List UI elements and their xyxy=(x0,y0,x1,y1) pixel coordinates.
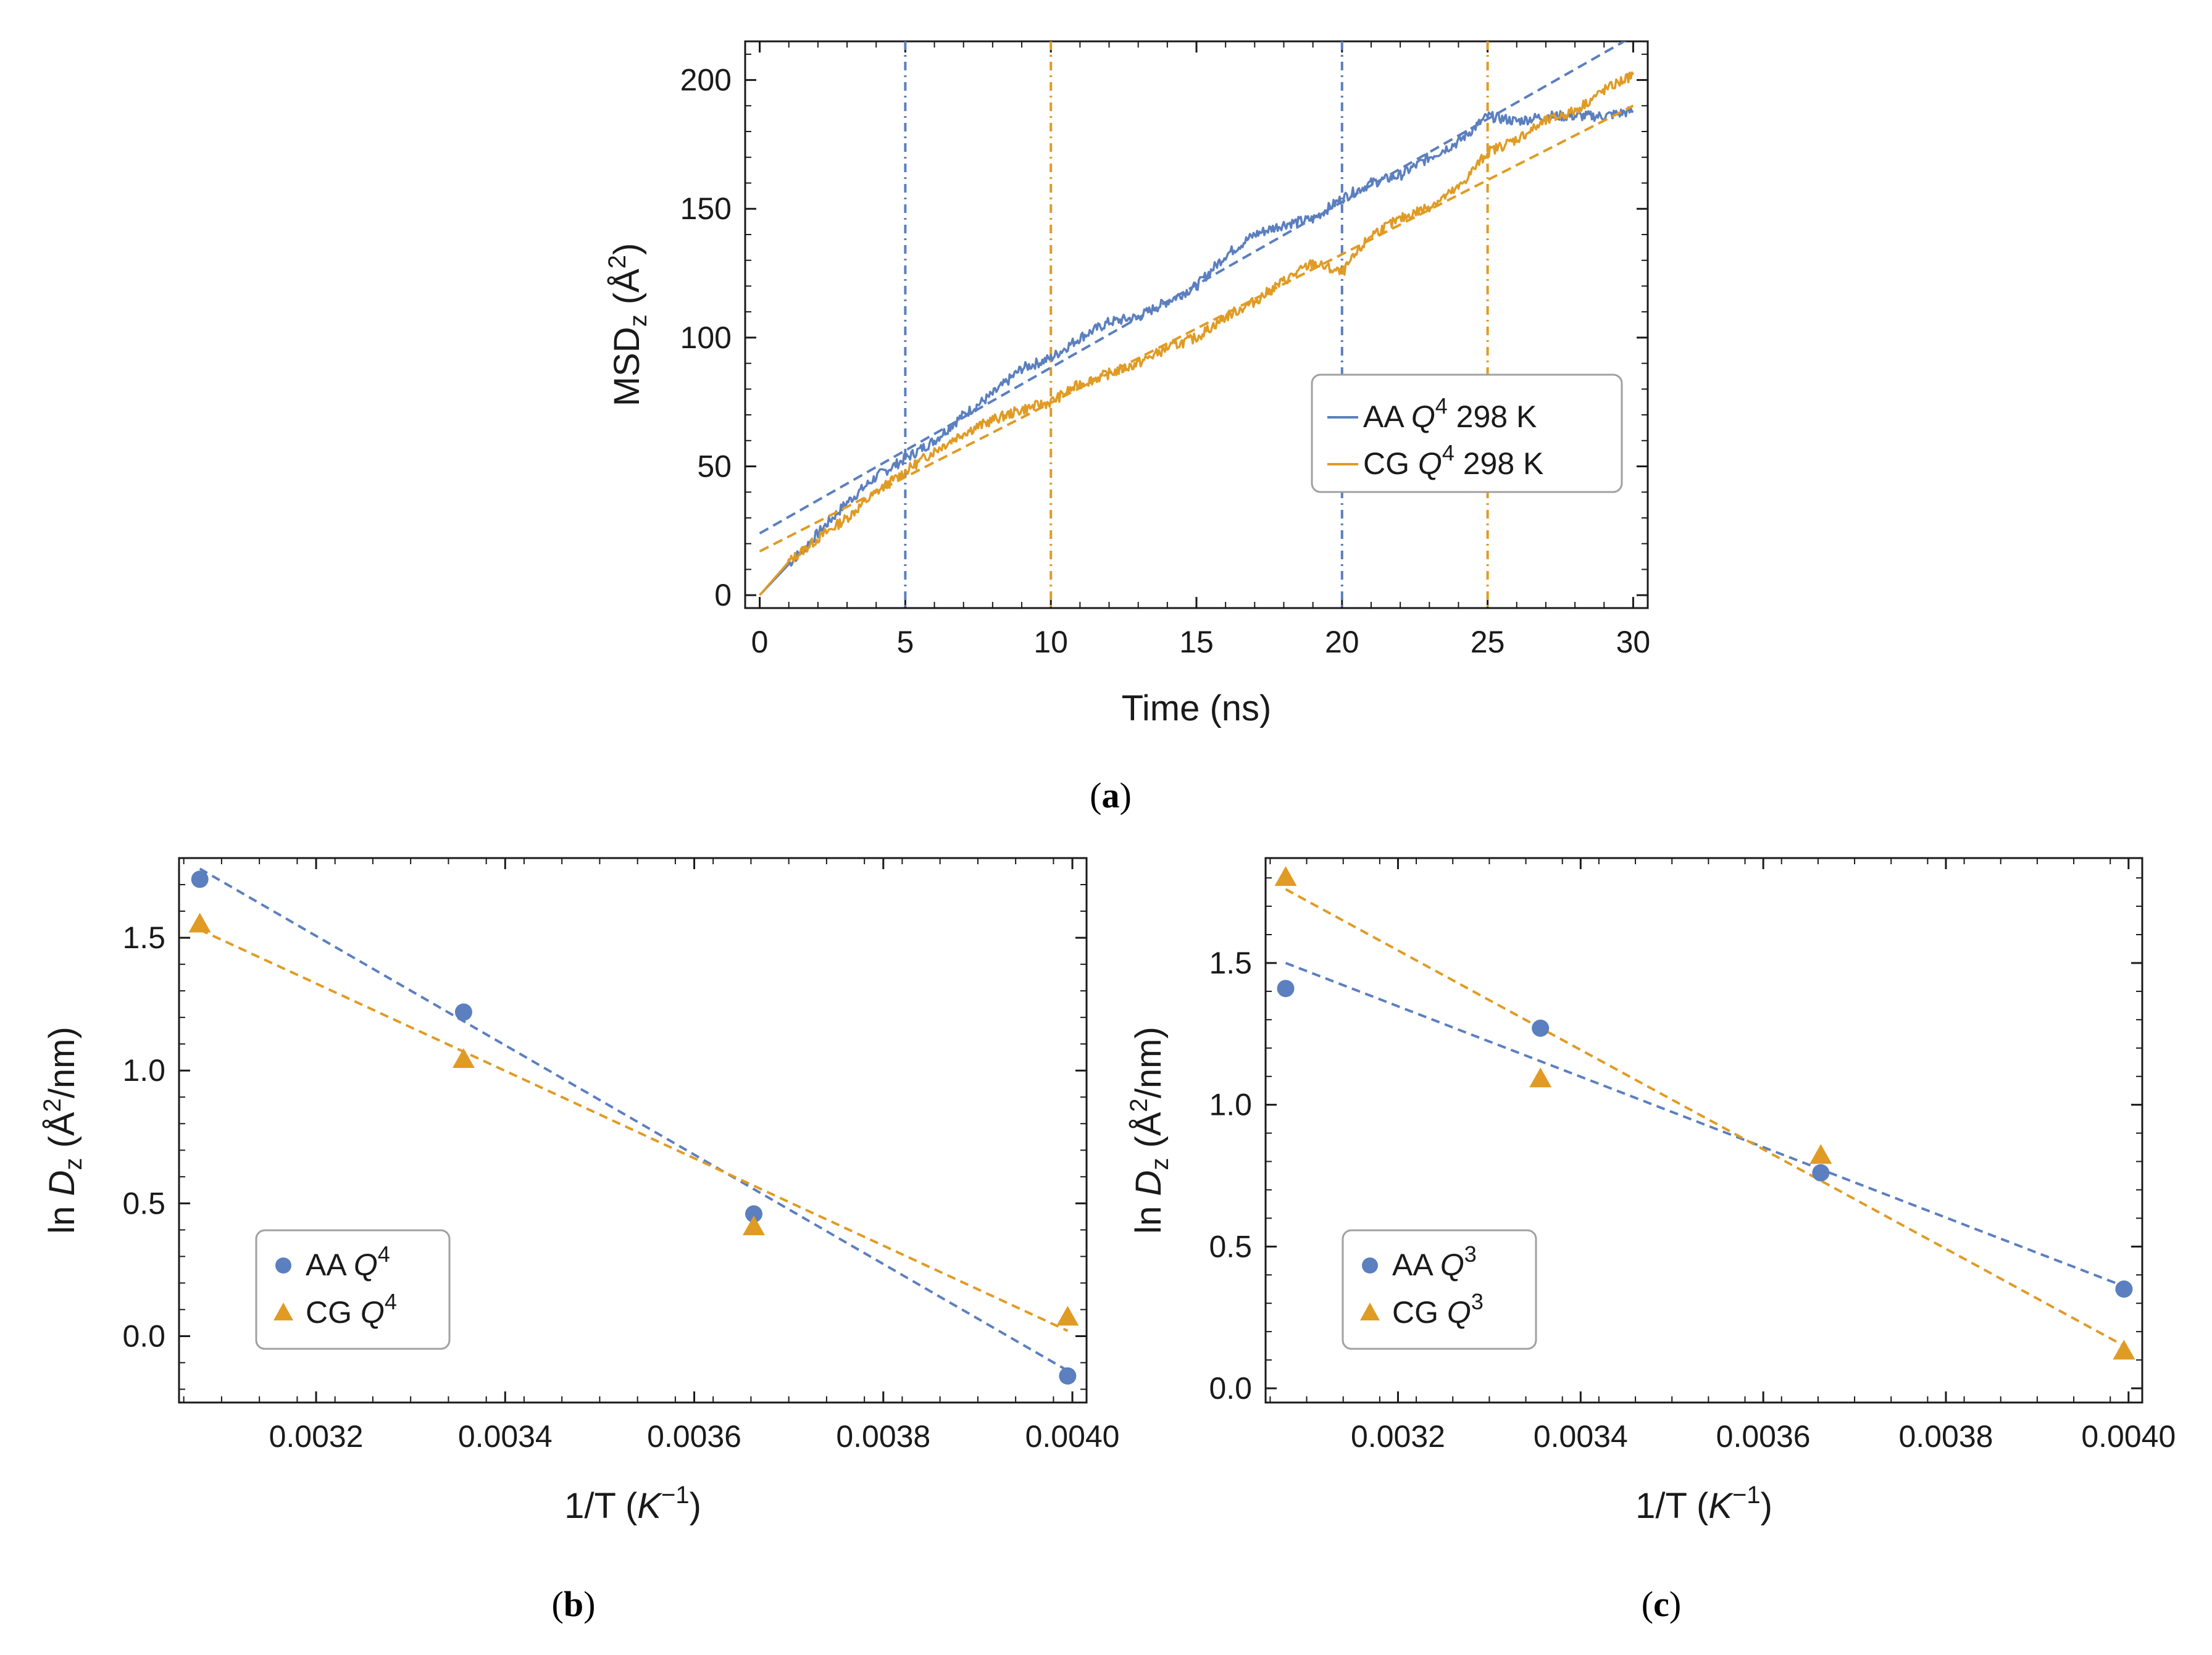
data-point-cg xyxy=(1274,866,1297,886)
data-point-cg xyxy=(2113,1340,2135,1360)
legend: AA Q4 CG Q4 xyxy=(255,1229,451,1350)
y-tick-label: 50 xyxy=(697,449,732,484)
panel-b-arrhenius-q4-chart: 0.0032 0.0034 0.0036 0.0038 0.0040 0.0 0.5 1.0 1… xyxy=(39,857,1120,1624)
x-tick-label: 20 xyxy=(1325,625,1359,659)
data-point-cg xyxy=(1809,1144,1832,1164)
legend-marker-cg xyxy=(273,1303,293,1320)
x-tick-label: 0.0038 xyxy=(836,1419,930,1454)
x-tick-label: 0.0032 xyxy=(1351,1419,1445,1454)
x-tick-label: 0.0032 xyxy=(269,1419,364,1454)
data-point-cg xyxy=(452,1048,475,1068)
x-axis-label: 1/T (K−1) xyxy=(1635,1482,1772,1526)
data-point-cg xyxy=(743,1215,765,1236)
plot-frame xyxy=(1264,857,2143,1404)
fit-line-cg xyxy=(199,928,1069,1332)
x-axis-label: Time (ns) xyxy=(1122,688,1272,728)
panel-caption: (b) xyxy=(552,1584,596,1624)
x-tick-label: 30 xyxy=(1616,625,1651,659)
y-tick-label: 1.0 xyxy=(1209,1088,1252,1122)
legend-marker-aa xyxy=(275,1257,291,1274)
legend-label-aa: AA Q4 xyxy=(306,1241,390,1282)
panel-caption: (c) xyxy=(1642,1584,1681,1624)
legend-label-cg: CG Q4 298 K xyxy=(1363,440,1543,481)
legend-label-cg: CG Q4 xyxy=(306,1289,397,1330)
fit-line-cg xyxy=(1285,888,2125,1347)
x-tick-label: 0 xyxy=(751,625,769,659)
x-axis-label: 1/T (K−1) xyxy=(564,1482,701,1526)
x-tick-label: 5 xyxy=(896,625,914,659)
y-axis-label: ln Dz (Å2/nm) xyxy=(1125,1027,1174,1234)
x-tick-label: 25 xyxy=(1471,625,1505,659)
x-tick-label: 0.0036 xyxy=(647,1419,741,1454)
data-point-aa xyxy=(1277,980,1295,998)
legend: AA Q4 298 K CG Q4 298 K xyxy=(1311,373,1623,493)
data-point-aa xyxy=(191,870,209,888)
y-tick-label: 150 xyxy=(680,191,732,226)
data-point-aa xyxy=(1532,1019,1550,1037)
legend-box xyxy=(1311,373,1623,493)
data-point-aa xyxy=(2115,1280,2133,1298)
series-line-aa xyxy=(759,106,1634,596)
legend-label-cg: CG Q3 xyxy=(1392,1289,1484,1330)
y-tick-label: 0.0 xyxy=(122,1319,165,1353)
y-tick-label: 1.5 xyxy=(1209,946,1252,980)
plot-area xyxy=(759,41,1634,608)
panel-a-msd-chart: 0 5 10 15 20 25 30 0 50 100 150 200 Time (ns) MSDz (Å… xyxy=(604,40,1651,815)
series-line-cg xyxy=(759,71,1634,596)
data-point-cg xyxy=(1529,1067,1552,1088)
data-point-aa xyxy=(1059,1367,1077,1385)
x-tick-label: 0.0034 xyxy=(458,1419,553,1454)
fit-line-cg xyxy=(759,104,1634,552)
legend-label-aa: AA Q3 xyxy=(1392,1241,1477,1282)
legend-marker-aa xyxy=(1362,1257,1378,1274)
legend-box xyxy=(255,1229,451,1350)
panel-caption: (a) xyxy=(1090,775,1132,815)
y-axis-label: ln Dz (Å2/nm) xyxy=(39,1027,87,1234)
y-tick-label: 0.5 xyxy=(122,1186,165,1220)
plot-frame xyxy=(178,857,1088,1404)
legend-marker-cg xyxy=(1360,1303,1380,1320)
y-tick-label: 0.5 xyxy=(1209,1229,1252,1264)
fit-line-aa xyxy=(1285,962,2125,1288)
y-tick-label: 200 xyxy=(680,63,732,98)
data-point-cg xyxy=(188,912,211,933)
data-point-cg xyxy=(1056,1306,1079,1326)
y-tick-label: 0 xyxy=(714,578,732,612)
x-tick-label: 0.0040 xyxy=(1025,1419,1120,1454)
x-tick-label: 15 xyxy=(1179,625,1214,659)
x-tick-label: 0.0038 xyxy=(1899,1419,1993,1454)
y-tick-label: 0.0 xyxy=(1209,1371,1252,1406)
legend-label-aa: AA Q4 298 K xyxy=(1363,393,1537,434)
data-point-aa xyxy=(745,1205,762,1223)
y-tick-label: 1.5 xyxy=(122,920,165,955)
x-tick-label: 0.0040 xyxy=(2081,1419,2176,1454)
y-tick-label: 100 xyxy=(680,320,732,355)
x-tick-label: 10 xyxy=(1033,625,1068,659)
plot-frame xyxy=(744,40,1649,609)
legend: AA Q3 CG Q3 xyxy=(1342,1229,1537,1350)
panel-c-arrhenius-q3-chart: 0.0032 0.0034 0.0036 0.0038 0.0040 0.0 0.5 1.0 1… xyxy=(1125,857,2176,1624)
x-tick-label: 0.0034 xyxy=(1534,1419,1628,1454)
x-tick-label: 0.0036 xyxy=(1716,1419,1811,1454)
fit-line-aa xyxy=(199,867,1069,1372)
data-point-aa xyxy=(1812,1164,1830,1182)
fit-line-aa xyxy=(759,41,1627,535)
data-point-aa xyxy=(454,1003,472,1021)
y-axis-label: MSDz (Å2) xyxy=(604,243,652,407)
y-tick-label: 1.0 xyxy=(122,1053,165,1088)
legend-box xyxy=(1342,1229,1537,1350)
